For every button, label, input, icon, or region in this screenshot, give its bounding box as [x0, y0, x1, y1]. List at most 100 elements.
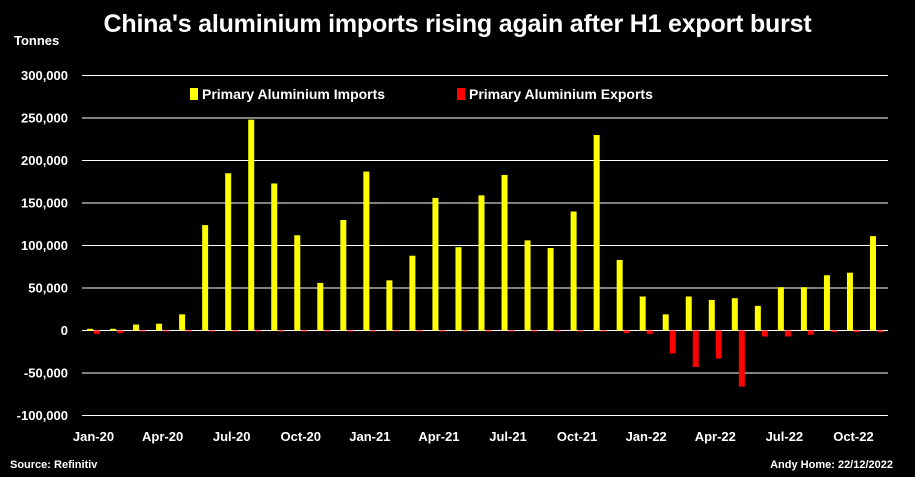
legend-item-imports: Primary Aluminium Imports — [190, 86, 385, 102]
imports-bar — [110, 328, 117, 331]
exports-bar — [830, 330, 837, 333]
exports-bar — [554, 330, 561, 332]
imports-bar — [547, 248, 554, 331]
legend-label-exports: Primary Aluminium Exports — [469, 86, 653, 102]
exports-bar — [232, 330, 239, 332]
exports-bar — [692, 330, 699, 368]
imports-bar — [869, 236, 876, 331]
imports-bar — [593, 135, 600, 331]
imports-bar — [731, 298, 738, 331]
exports-bar — [255, 330, 262, 332]
y-tick-label: -50,000 — [24, 366, 68, 381]
y-axis-units-label: Tonnes — [14, 33, 60, 48]
exports-bar — [347, 330, 354, 332]
imports-bar — [455, 247, 462, 331]
y-tick-label: 300,000 — [21, 68, 68, 83]
imports-bar — [639, 296, 646, 331]
y-tick-label: 0 — [61, 323, 68, 338]
imports-bar — [317, 282, 324, 331]
imports-bar — [363, 171, 370, 331]
exports-bar — [278, 330, 285, 332]
exports-bar — [94, 330, 101, 334]
exports-bar — [715, 330, 722, 359]
exports-bar — [784, 330, 791, 337]
imports-bar — [570, 211, 577, 331]
y-axis-tick-labels: 300,000 250,000 200,000 150,000 100,000 50,00… — [17, 68, 68, 423]
exports-bar — [301, 330, 308, 332]
exports-bar — [738, 330, 745, 387]
x-tick-label: Jan-20 — [73, 429, 114, 444]
imports-bar — [777, 287, 784, 331]
legend-swatch-imports — [190, 88, 198, 100]
exports-bar — [485, 330, 492, 332]
exports-bar — [140, 330, 147, 332]
imports-bar — [662, 314, 669, 331]
y-tick-label: 250,000 — [21, 111, 68, 126]
bars — [87, 119, 883, 387]
exports-bar — [600, 330, 607, 332]
imports-bar — [846, 272, 853, 331]
imports-bar — [685, 296, 692, 331]
legend-label-imports: Primary Aluminium Imports — [202, 86, 385, 102]
legend: Primary Aluminium Imports Primary Alumin… — [190, 86, 653, 102]
imports-bar — [432, 197, 439, 331]
x-tick-label: Oct-20 — [281, 429, 321, 444]
imports-bar — [87, 328, 94, 331]
exports-bar — [462, 330, 469, 332]
exports-bar — [761, 330, 768, 337]
x-axis-tick-labels: Jan-20 Apr-20 Jul-20 Oct-20 Jan-21 Apr-21 Jul-… — [73, 429, 874, 444]
imports-bar — [754, 305, 761, 331]
imports-bar — [271, 183, 278, 331]
exports-bar — [209, 330, 216, 332]
imports-bar — [294, 235, 301, 331]
imports-bar — [179, 314, 186, 331]
exports-bar — [393, 330, 400, 332]
legend-item-exports: Primary Aluminium Exports — [457, 86, 653, 102]
imports-bar — [409, 255, 416, 331]
x-tick-label: Apr-22 — [695, 429, 736, 444]
imports-bar — [225, 173, 232, 331]
x-tick-label: Jul-22 — [766, 429, 804, 444]
exports-bar — [577, 330, 584, 332]
imports-bar — [156, 323, 163, 331]
exports-bar — [807, 330, 814, 335]
exports-bar — [117, 330, 124, 334]
source-note: Source: Refinitiv — [10, 459, 98, 471]
y-tick-label: 200,000 — [21, 153, 68, 168]
legend-swatch-exports — [457, 88, 465, 100]
imports-bar — [340, 220, 347, 331]
imports-bar — [386, 280, 393, 331]
exports-bar — [646, 330, 653, 334]
exports-bar — [439, 330, 446, 332]
exports-bar — [370, 330, 377, 332]
exports-bar — [853, 330, 860, 333]
x-tick-label: Apr-21 — [418, 429, 459, 444]
imports-bar — [823, 275, 830, 331]
x-tick-label: Jul-21 — [489, 429, 527, 444]
x-tick-label: Jan-21 — [349, 429, 390, 444]
imports-bar — [248, 119, 255, 331]
x-tick-label: Oct-21 — [557, 429, 597, 444]
gridlines — [82, 75, 888, 416]
exports-bar — [416, 330, 423, 332]
imports-bar — [133, 324, 140, 331]
exports-bar — [531, 330, 538, 332]
imports-bar — [524, 240, 531, 331]
imports-bar — [708, 299, 715, 331]
imports-bar — [616, 259, 623, 331]
chart-title: China's aluminium imports rising again a… — [103, 10, 812, 38]
x-tick-label: Apr-20 — [142, 429, 183, 444]
x-tick-label: Jan-22 — [626, 429, 667, 444]
author-note: Andy Home: 22/12/2022 — [770, 459, 893, 471]
imports-bar — [501, 174, 508, 331]
exports-bar — [508, 330, 515, 332]
imports-bar — [478, 195, 485, 331]
y-tick-label: -100,000 — [17, 408, 68, 423]
exports-bar — [623, 330, 630, 334]
y-tick-label: 100,000 — [21, 238, 68, 253]
exports-bar — [669, 330, 676, 354]
exports-bar — [163, 330, 170, 332]
exports-bar — [324, 330, 331, 332]
exports-bar — [186, 330, 193, 332]
